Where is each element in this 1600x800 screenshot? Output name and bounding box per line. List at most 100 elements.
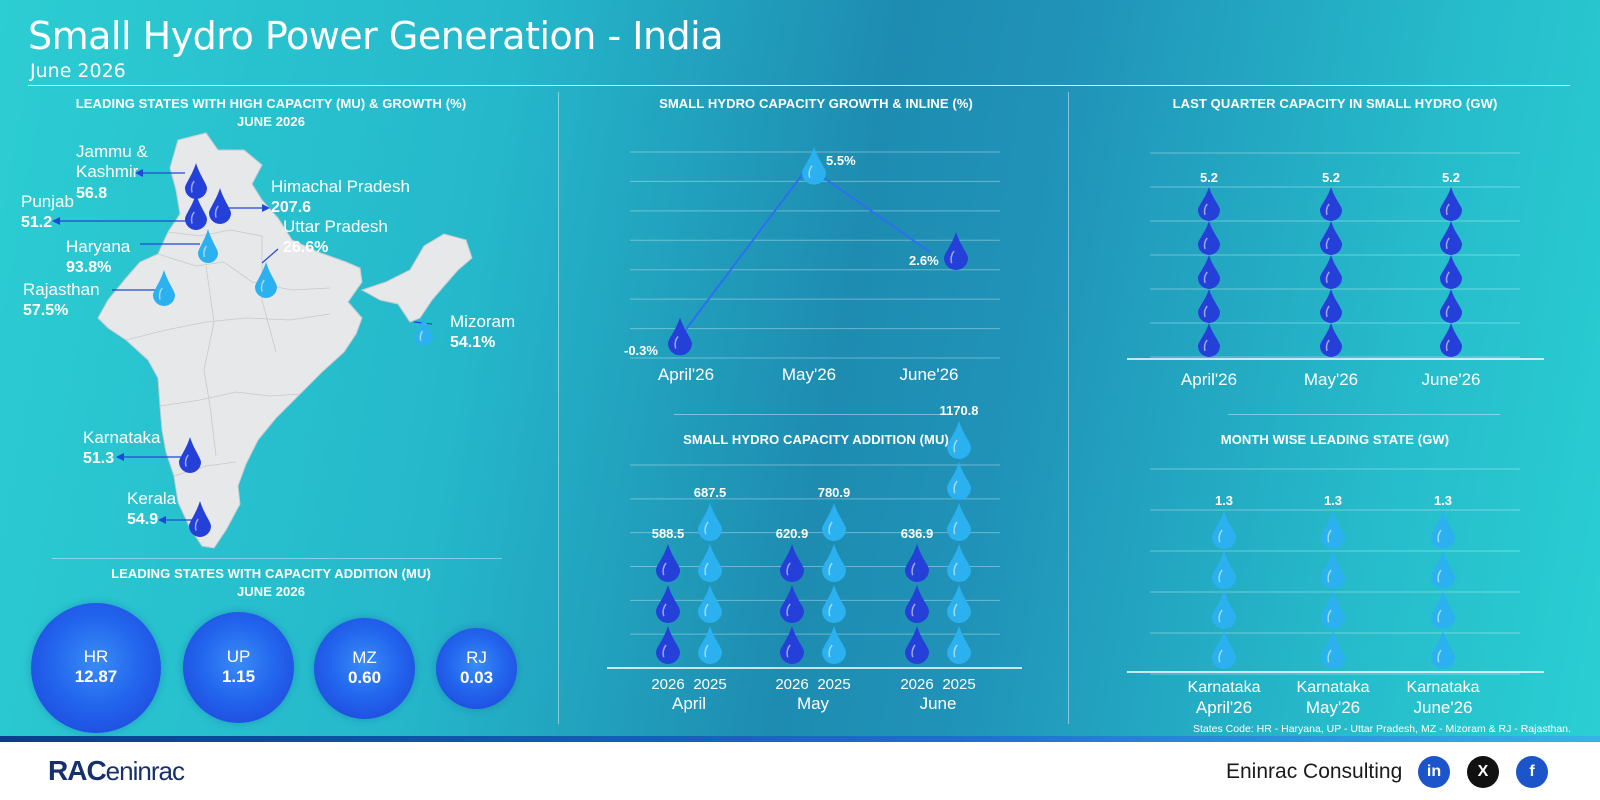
addition-2025-2-drop-2-shine [953, 562, 958, 576]
right-section-divider [1228, 414, 1500, 415]
leading-1-drop-1 [1321, 591, 1345, 629]
growth-point-1-body [802, 146, 826, 185]
addition-2026-0-drop-2 [656, 544, 680, 582]
map-drop-6 [415, 316, 433, 346]
addition-2025-1-drop-0-body [822, 626, 846, 664]
growth-point-1 [802, 146, 826, 185]
map-drop-4 [255, 262, 277, 298]
addition-2026-0-drop-2-body [656, 544, 680, 582]
quarter-2-drop-4-shine [1445, 203, 1450, 216]
addition-2025-2-drop-2-body [947, 544, 971, 582]
growth-point-0 [668, 317, 692, 356]
state-name-rajasthan: Rajasthan [23, 280, 100, 299]
addition-label-2026-1: 620.9 [776, 526, 809, 541]
addition-series-tick-2025-2: 2025 [942, 676, 975, 693]
leading-2-drop-3-body [1431, 511, 1455, 549]
addition-2026-0-drop-0 [656, 626, 680, 664]
growth-label-1: 5.5% [826, 153, 856, 168]
map-drop-5 [153, 270, 175, 306]
quarter-2-drop-2-body [1440, 255, 1462, 289]
addition-2025-0-drop-0-shine [704, 644, 709, 658]
logo-text-rac: RAC [48, 755, 107, 786]
addition-label-2026-2: 636.9 [901, 526, 934, 541]
quarter-1-drop-0-shine [1325, 339, 1330, 352]
center-section-divider [674, 414, 950, 415]
map-panel-title-line2: JUNE 2026 [236, 114, 306, 129]
map-drop-7 [179, 437, 201, 473]
growth-point-0-body [668, 317, 692, 356]
addition-2025-2-drop-0 [947, 626, 971, 664]
map-drop-8-shine [194, 518, 199, 531]
addition-xtick-0: April [672, 694, 706, 713]
leading-0-drop-2-body [1212, 551, 1236, 589]
addition-2025-2-drop-0-shine [953, 644, 958, 658]
quarter-xtick-1: May'26 [1304, 370, 1358, 389]
growth-label-0: -0.3% [624, 343, 658, 358]
addition-2025-2-drop-3 [947, 503, 971, 541]
quarter-1-drop-2-shine [1325, 271, 1330, 284]
quarter-1-drop-3-body [1320, 221, 1342, 255]
addition-2025-0-drop-3-body [698, 503, 722, 541]
northeast-map-shape [360, 233, 473, 323]
quarter-0-drop-2 [1198, 255, 1220, 289]
addition-2026-0-drop-1 [656, 585, 680, 623]
addition-2025-2-drop-5-shine [953, 439, 958, 453]
leading-0-drop-0 [1212, 631, 1236, 669]
growth-point-2-shine [950, 250, 955, 264]
addition-2025-1-drop-3-body [822, 503, 846, 541]
leading-0-drop-1-body [1212, 591, 1236, 629]
addition-2025-2-drop-4-shine [953, 480, 958, 494]
quarter-0-drop-0 [1198, 323, 1220, 357]
growth-line [679, 165, 931, 338]
bubble-rj: RJ 0.03 [436, 628, 517, 709]
addition-2025-0-drop-1-shine [704, 603, 709, 617]
addition-2025-2-drop-1 [947, 585, 971, 623]
leading-2-drop-0 [1431, 631, 1455, 669]
quarter-1-drop-3-shine [1325, 237, 1330, 250]
bubble-hr-value: 12.87 [74, 667, 118, 686]
quarter-0-drop-0-body [1198, 323, 1220, 357]
left-section-divider [52, 558, 502, 559]
addition-2025-0-drop-1-body [698, 585, 722, 623]
column-divider-left [558, 92, 559, 724]
map-leader-lines [60, 172, 433, 521]
quarter-2-drop-1-shine [1445, 305, 1450, 318]
map-drop-0-body [185, 163, 207, 199]
addition-2026-0-drop-0-body [656, 626, 680, 664]
addition-2025-1-drop-2-body [822, 544, 846, 582]
map-drop-1-shine [190, 211, 195, 224]
addition-2025-0-drop-2 [698, 544, 722, 582]
facebook-icon[interactable]: f [1516, 756, 1548, 788]
addition-2026-0-drop-0-shine [662, 644, 667, 658]
leading-label-2: 1.3 [1434, 493, 1452, 508]
addition-2025-2-drop-1-shine [953, 603, 958, 617]
map-panel-title: LEADING STATES WITH HIGH CAPACITY (MU) &… [40, 95, 502, 131]
state-value-haryana: 93.8% [66, 259, 112, 276]
quarter-1-drop-4 [1320, 187, 1342, 221]
map-drop-2-body [209, 188, 231, 224]
quarter-2-drop-0-shine [1445, 339, 1450, 352]
quarter-xtick-0: April'26 [1181, 370, 1237, 389]
quarter-label-2: 5.2 [1442, 170, 1460, 185]
x-icon[interactable]: X [1467, 756, 1499, 788]
map-drop-1 [185, 194, 207, 230]
addition-2026-2-drop-0 [905, 626, 929, 664]
state-label-jk: Jammu & Kashmir [76, 142, 148, 182]
addition-2025-0-drop-2-body [698, 544, 722, 582]
state-value-punjab: 51.2 [21, 214, 53, 231]
infographic-canvas: Small Hydro Power Generation - India Jun… [0, 0, 1600, 742]
page-title: Small Hydro Power Generation - India [28, 14, 724, 58]
bubble-mz-code: MZ [352, 648, 377, 667]
logo-text-eninrac: eninrac [105, 756, 185, 786]
growth-xtick-1: May'26 [782, 365, 836, 384]
map-drop-3 [198, 229, 218, 263]
addition-2026-1-drop-2-shine [786, 562, 791, 576]
linkedin-icon[interactable]: in [1418, 756, 1450, 788]
map-leader-arrows [52, 169, 270, 524]
addition-chart-title: SMALL HYDRO CAPACITY ADDITION (MU) [683, 432, 949, 447]
state-value-himachal: 207.6 [271, 199, 312, 216]
column-divider-right [1068, 92, 1069, 724]
addition-2026-0-drop-1-shine [662, 603, 667, 617]
leading-2-drop-3 [1431, 511, 1455, 549]
